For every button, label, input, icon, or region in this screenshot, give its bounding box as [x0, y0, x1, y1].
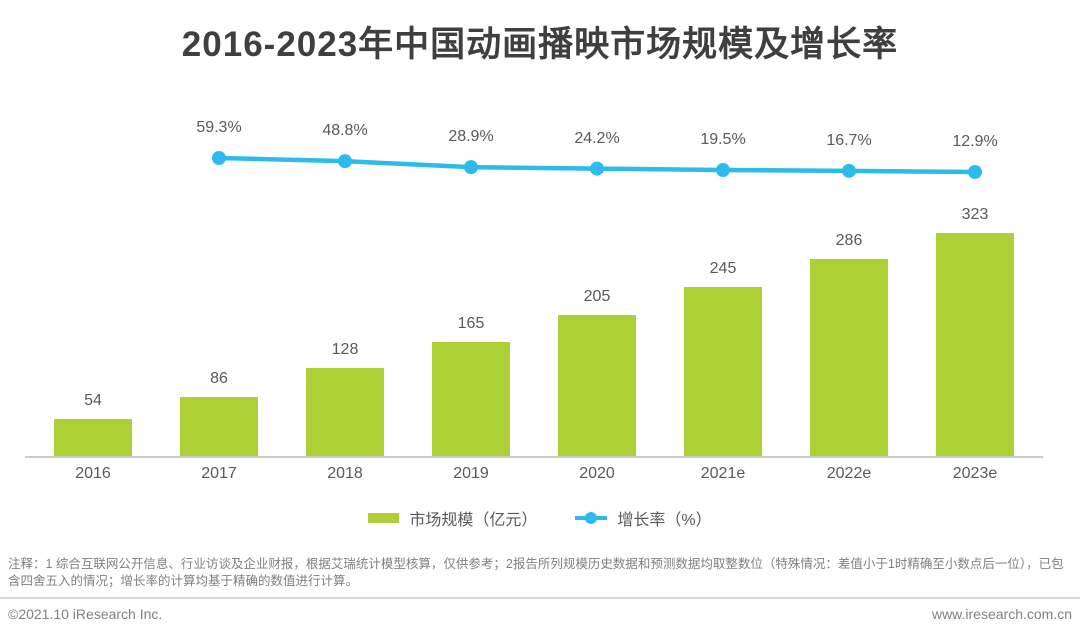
- x-axis-line: [25, 456, 1043, 458]
- x-tick-2021e: 2021e: [700, 465, 746, 482]
- growth-rate-label-2018: 48.8%: [322, 122, 368, 140]
- line-point-2017: [212, 151, 226, 166]
- x-tick-2020: 2020: [579, 465, 615, 482]
- bar-2019: [432, 342, 510, 456]
- line-legend-dot: [585, 512, 598, 524]
- x-tick-2017: 2017: [201, 465, 237, 482]
- growth-rate-label-2022e: 16.7%: [826, 131, 872, 149]
- bar-2018: [306, 367, 384, 456]
- bar-2022e: [810, 258, 888, 456]
- copyright-text: ©2021.10 iResearch Inc.: [8, 606, 163, 622]
- x-tick-2018: 2018: [327, 465, 363, 482]
- x-tick-2019: 2019: [453, 465, 489, 482]
- line-legend-icon: [575, 512, 608, 524]
- line-point-2019: [464, 160, 478, 175]
- growth-rate-label-2021e: 19.5%: [700, 131, 746, 149]
- growth-rate-label-2017: 59.3%: [196, 119, 242, 136]
- line-point-2022e: [842, 163, 856, 178]
- line-point-2021e: [716, 163, 730, 178]
- bar-value-label-2021e: 245: [709, 259, 737, 277]
- x-tick-2023e: 2023e: [952, 465, 998, 482]
- footer: ©2021.10 iResearch Inc. www.iresearch.co…: [8, 606, 1072, 622]
- website-text: www.iresearch.com.cn: [931, 606, 1072, 622]
- line-point-2020: [590, 161, 604, 176]
- bar-2023e: [936, 233, 1014, 456]
- bar-value-label-2017: 86: [210, 369, 228, 387]
- growth-rate-label-2019: 28.9%: [448, 128, 494, 146]
- bar-value-label-2018: 128: [331, 340, 359, 358]
- bar-value-label-2019: 165: [457, 315, 485, 333]
- bar-legend-label: 市场规模（亿元）: [409, 512, 538, 529]
- bar-value-label-2016: 54: [84, 391, 102, 409]
- bar-value-label-2020: 205: [583, 287, 611, 305]
- legend: 市场规模（亿元） 增长率（%）: [0, 506, 1080, 530]
- line-legend-label: 增长率（%）: [617, 512, 712, 529]
- line-point-2023e: [968, 165, 982, 180]
- footnote: 注释：1 综合互联网公开信息、行业访谈及企业财报，根据艾瑞统计模型核算，仅供参考…: [8, 557, 1064, 588]
- bar-2020: [558, 314, 636, 456]
- x-tick-2016: 2016: [75, 465, 111, 482]
- bar-value-label-2022e: 286: [835, 231, 863, 249]
- chart-title: 2016-2023年中国动画播映市场规模及增长率: [181, 25, 899, 64]
- bar-value-label-2023e: 323: [961, 206, 989, 224]
- line-point-2018: [338, 154, 352, 169]
- growth-rate-label-2020: 24.2%: [574, 129, 620, 147]
- footer-divider: [0, 597, 1080, 599]
- bar-2017: [180, 396, 258, 456]
- bar-2021e: [684, 286, 762, 456]
- x-tick-2022e: 2022e: [826, 465, 872, 482]
- bar-2016: [54, 418, 132, 456]
- bar-legend-swatch-icon: [368, 513, 400, 523]
- growth-rate-label-2023e: 12.9%: [952, 133, 998, 150]
